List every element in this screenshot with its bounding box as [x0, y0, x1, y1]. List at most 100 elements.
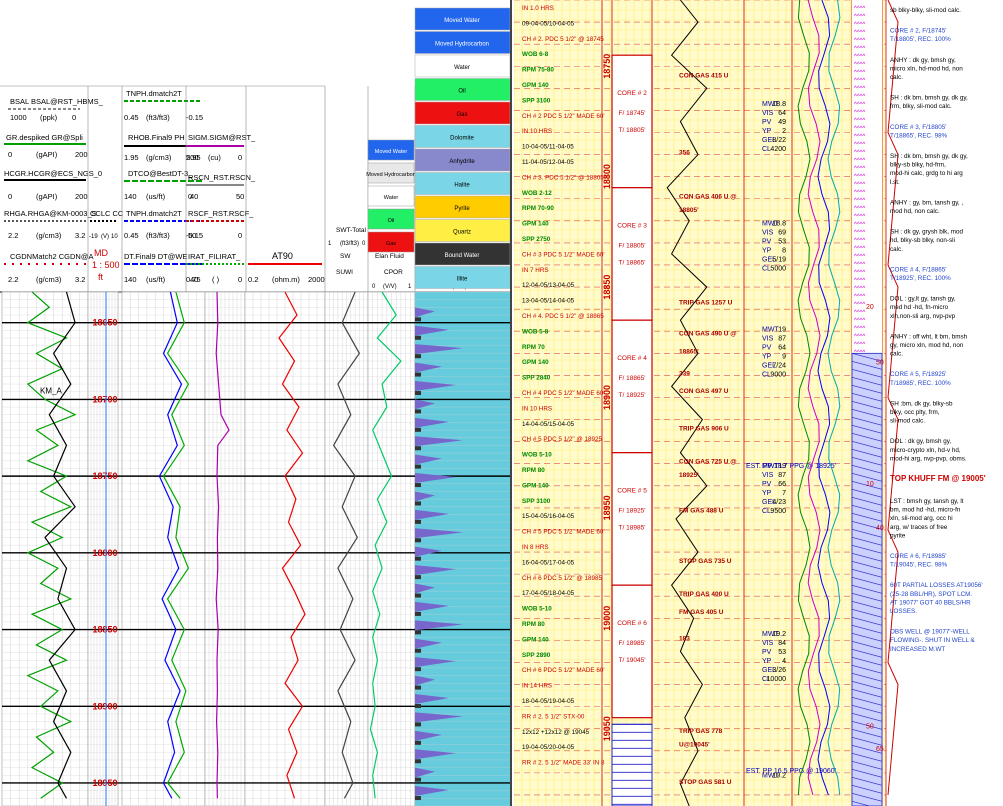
lith-dolomite-hatch [851, 513, 883, 522]
elan-volume-fill [415, 749, 456, 760]
elan-bound-water-fill [415, 483, 421, 488]
lith-note-2: calc. [890, 74, 903, 81]
mud-value-CL: 5000 [770, 265, 786, 272]
lith-dolomite-hatch [851, 641, 883, 650]
lith-anhydrite-symbol: ^^^^ [854, 198, 865, 204]
lith-dolomite-hatch [851, 729, 883, 738]
core-box-2 [611, 319, 653, 454]
mud-value-GEL: 8/22 [772, 137, 786, 144]
mud-key-GEL: GEL [762, 256, 776, 263]
lith-anhydrite-symbol: ^^^^ [854, 70, 865, 76]
elan-volume-fill [415, 436, 463, 447]
md-depth-label-6: 18950 [92, 778, 117, 788]
mud-key-GEL: GEL [762, 499, 776, 506]
lith-note-18: INCREASED M.WT [890, 646, 945, 653]
lith-dolomite-hatch [851, 577, 883, 586]
header-elan-fluid: Elan Fluid [375, 253, 404, 260]
elan-volume-fill [415, 399, 435, 410]
gas-note-7: 339 [679, 370, 690, 377]
elan-volume-fill [415, 491, 435, 502]
lith-note-15: pyrite [890, 532, 906, 539]
lith-note-8: T/18925', REC. 100% [890, 275, 951, 282]
core-to-2: T/ 18925' [619, 392, 646, 399]
header-swt: SWT-Total [336, 227, 367, 234]
mud-value-CL: 10000 [767, 676, 787, 683]
header-irat-max: 0 [238, 275, 242, 284]
curve-tnph-3 [162, 291, 190, 799]
header-hcgr-max: 200 [75, 192, 88, 201]
drill-note-11: CH # 3. PDC 5 1/2" @ 18805 [522, 174, 604, 181]
mud-value-MWT: 19 [778, 463, 786, 470]
drill-note-31: GPM 140 [522, 482, 549, 489]
elan-bound-water-fill [415, 538, 421, 543]
mud-value-MWT: 19.2 [772, 631, 786, 638]
drill-note-1: 09-04-05/10-04-05 [522, 20, 575, 27]
lith-note-0: sb blky-blky, sli-mod calc. [890, 7, 961, 14]
mud-curve-2 [817, 0, 831, 796]
mud-value-CL: 4200 [770, 146, 786, 153]
elan-bound-water-fill [415, 703, 421, 708]
elan-volume-fill [415, 583, 435, 594]
mud-value-VIS: 84 [778, 640, 786, 647]
lith-note-16: CORE # 6, F/18985' [890, 553, 947, 560]
lith-anhydrite-symbol: ^^^^ [854, 190, 865, 196]
lith-dolomite-hatch [851, 537, 883, 546]
lith-anhydrite-symbol: ^^^^ [854, 182, 865, 188]
lith-anhydrite-symbol: ^^^^ [854, 278, 865, 284]
lith-dolomite-hatch [851, 433, 883, 442]
right-scale-label-0: 20 [866, 304, 874, 311]
lith-note-17: (25-28 BBL/HR), SPOT LCM. [890, 591, 972, 598]
lith-note-7: calc. [890, 246, 903, 253]
fluid-legend-label-1: Moved Hydrocarbon [366, 172, 416, 178]
gas-curve [666, 0, 708, 806]
lith-anhydrite-symbol: ^^^^ [854, 238, 865, 244]
md-depth-label-1: 18700 [92, 394, 117, 404]
drill-note-12: WOB 2-12 [522, 190, 552, 197]
mud-key-CL: CL [762, 265, 771, 272]
lith-anhydrite-symbol: ^^^^ [854, 158, 865, 164]
header-rscf-min: 50 [188, 231, 196, 240]
elan-volume-fill [415, 528, 463, 539]
lith-note-7: hd, blky-sb blky, non-sli [890, 237, 955, 244]
header-hcgr-min: 0 [8, 192, 12, 201]
lith-note-9: xln,non-sli arg, nvp-pvp [890, 313, 956, 320]
lith-note-6: mod hd, non calc. [890, 208, 940, 215]
lith-note-17: 60T PARTIAL LOSSES AT19056' [890, 582, 983, 589]
lith-note-9: DOL : gy,lt gy, tansh gy, [890, 296, 956, 303]
gas-note-13: STOP GAS 735 U [679, 558, 732, 565]
curve-tnph-2 [158, 291, 183, 799]
mud-key-MWT: MWT [762, 463, 779, 470]
lith-note-3: SH : dk bm, bmsh gy, dk gy, [890, 95, 968, 102]
header-rhga-unit: (g/cm3) [36, 231, 62, 240]
mud-key-CL: CL [762, 371, 771, 378]
mud-value-MWT: 18.8 [772, 101, 786, 108]
lith-dolomite-hatch [851, 689, 883, 698]
gas-note-19: STOP GAS 581 U [679, 779, 732, 786]
lith-note-10: ANHY : off wht, lt bm, bmsh [890, 333, 968, 340]
right-depth-label-0: 18750 [602, 54, 612, 79]
lith-anhydrite-symbol: ^^^^ [854, 6, 865, 12]
header-bsal-min: 1000 [10, 113, 27, 122]
mud-key-MWT: MWT [762, 101, 779, 108]
drill-note-48: 19-04-05/20-04-05 [522, 744, 575, 751]
core-to-0: T/ 18805' [619, 127, 646, 134]
lith-legend-swatch-2 [414, 54, 510, 78]
core-name-0: CORE # 2 [617, 90, 647, 97]
lith-dolomite-hatch [851, 441, 883, 450]
lith-anhydrite-symbol: ^^^^ [854, 214, 865, 220]
lith-anhydrite-symbol: ^^^^ [854, 262, 865, 268]
elan-bound-water-fill [415, 446, 421, 451]
lith-dolomite-hatch [851, 681, 883, 690]
lith-note-8: CORE # 4, F/18865' [890, 266, 947, 273]
lith-note-18: FLOWING-. SHUT IN WELL & [890, 637, 975, 644]
mud-value-MWT: 19 [778, 326, 786, 333]
lith-dolomite-hatch [851, 761, 883, 770]
curve-gr-1 [44, 291, 76, 799]
gas-note-12: FM GAS 488 U [679, 507, 724, 514]
drill-note-19: 13-04-05/14-04-05 [522, 298, 575, 305]
drill-note-9: 10-04-05/11-04-05 [522, 144, 574, 151]
drill-note-40: RPM 80 [522, 621, 545, 628]
header-tnph2-max: -0.15 [186, 231, 203, 240]
drill-note-21: WOB 5-8 [522, 328, 549, 335]
elan-bound-water-fill [415, 372, 421, 377]
